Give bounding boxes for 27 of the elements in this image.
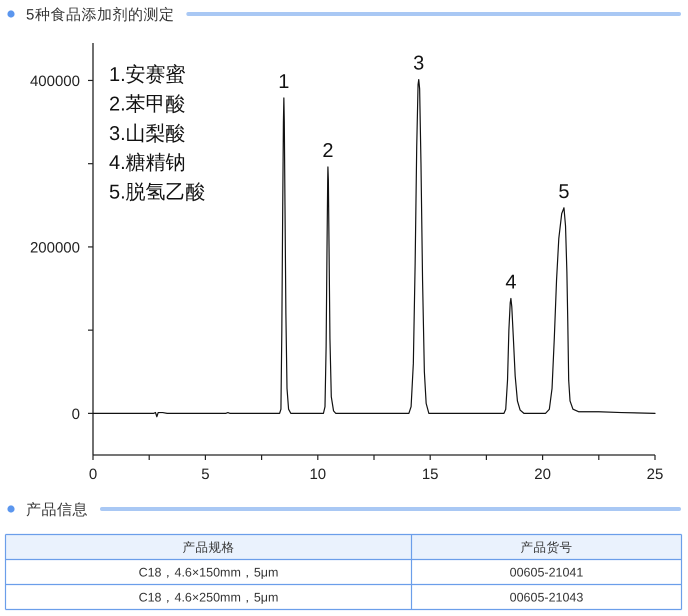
y-tick-label: 0: [72, 406, 80, 423]
annotation: 2.苯甲酸: [109, 93, 186, 116]
text: 产品货号: [520, 540, 572, 554]
x-tick-label: 10: [309, 466, 326, 483]
y-tick-label: 400000: [30, 72, 80, 90]
text: C18，4.6×250mm，5μm: [138, 590, 278, 604]
text: 00605-21043: [510, 590, 584, 604]
annotation: 1.安赛蜜: [109, 63, 186, 86]
chart-title: 5种食品添加剂的测定: [26, 6, 174, 24]
annotation: 4: [505, 272, 516, 294]
annotation: 3: [413, 52, 424, 75]
text: 产品规格: [182, 540, 234, 554]
text: 产品信息: [26, 502, 88, 518]
x-tick-label: 20: [534, 466, 551, 483]
y-tick-label: 200000: [30, 239, 80, 256]
text: C18，4.6×150mm，5μm: [138, 566, 278, 580]
x-tick-label: 5: [201, 466, 210, 483]
x-tick-label: 25: [646, 466, 664, 483]
annotation: 3.山梨酸: [109, 122, 186, 145]
annotation: 5.脱氢乙酸: [109, 182, 206, 204]
x-tick-label: 0: [88, 466, 98, 483]
annotation: 4.糖精钠: [109, 152, 186, 174]
text: 00605-21041: [510, 566, 584, 580]
annotation: 1: [278, 70, 290, 93]
annotation: 2: [322, 140, 334, 162]
annotation: 5: [558, 180, 570, 203]
x-tick-label: 15: [422, 466, 439, 483]
